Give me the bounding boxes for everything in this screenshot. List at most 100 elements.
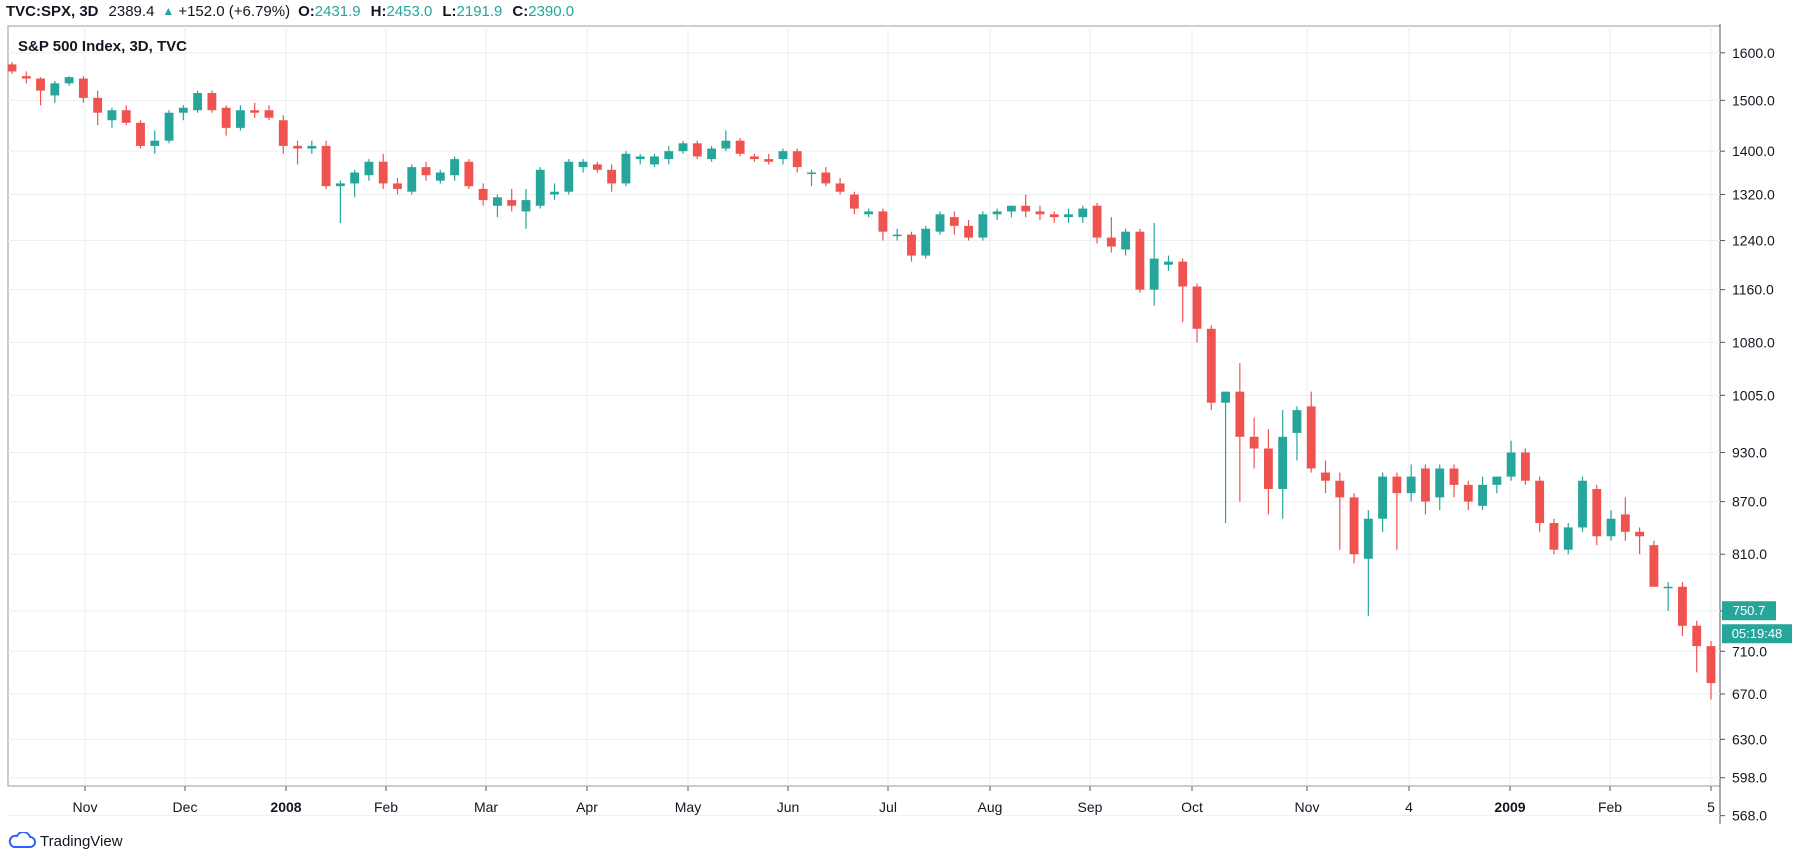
candle-down <box>764 159 774 162</box>
candle-down <box>749 156 759 160</box>
price-change: +152.0 (+6.79%) <box>178 2 291 20</box>
candle-down <box>1035 211 1045 215</box>
x-tick-label: Feb <box>374 799 398 815</box>
candle-up <box>1121 231 1131 250</box>
up-triangle-icon: ▲ <box>162 4 175 18</box>
candle-down <box>1335 480 1345 498</box>
candle-up <box>550 191 559 195</box>
candle-up <box>450 159 460 176</box>
candle-up <box>521 200 531 212</box>
candle-up <box>1492 476 1502 485</box>
countdown-label: 05:19:48 <box>1732 626 1783 641</box>
symbol-label[interactable]: TVC:SPX, 3D <box>6 2 99 20</box>
y-tick-label: 710.0 <box>1732 643 1767 659</box>
y-tick-label: 1600.0 <box>1732 45 1775 61</box>
candle-up <box>1506 452 1516 477</box>
candle-up <box>864 211 874 215</box>
high-value: 2453.0 <box>386 2 433 20</box>
y-tick-label: 670.0 <box>1732 686 1767 702</box>
y-tick-label: 630.0 <box>1732 731 1767 747</box>
candle-down <box>821 172 831 184</box>
candle-up <box>564 161 574 192</box>
y-tick-label: 568.0 <box>1732 808 1767 824</box>
candle-down <box>607 169 617 184</box>
candle-up <box>1363 518 1373 559</box>
candle-down <box>207 93 217 111</box>
candle-down <box>1235 391 1245 437</box>
candle-up <box>707 148 717 160</box>
x-tick-label: Mar <box>474 799 498 815</box>
candle-down <box>1192 286 1202 329</box>
tradingview-logo[interactable]: TradingView <box>6 832 123 850</box>
candle-up <box>978 214 988 238</box>
candle-down <box>1449 468 1459 485</box>
high-label: H: <box>370 2 387 20</box>
candle-up <box>1164 261 1173 265</box>
candle-down <box>1249 436 1259 449</box>
candle-up <box>1606 518 1616 537</box>
close-value: 2390.0 <box>528 2 575 20</box>
candle-down <box>1135 231 1145 290</box>
last-price: 2389.4 <box>108 2 155 20</box>
candle-up <box>892 234 902 237</box>
candle-up <box>621 153 631 184</box>
x-tick-label: Aug <box>978 799 1003 815</box>
candle-down <box>1706 646 1716 684</box>
candle-down <box>393 183 402 189</box>
x-tick-label: Oct <box>1181 799 1203 815</box>
candle-down <box>835 183 845 192</box>
candle-down <box>221 107 231 128</box>
candle-down <box>1206 328 1216 403</box>
candle-up <box>1292 410 1302 433</box>
y-tick-label: 598.0 <box>1732 770 1767 786</box>
x-tick-label: Nov <box>73 799 98 815</box>
y-tick-label: 930.0 <box>1732 444 1767 460</box>
candle-up <box>150 140 160 146</box>
candle-down <box>36 78 45 91</box>
candle-down <box>592 164 602 170</box>
y-tick-label: 1240.0 <box>1732 233 1775 249</box>
candle-up <box>1149 258 1159 290</box>
candle-up <box>1278 436 1288 489</box>
candle-down <box>1349 497 1359 555</box>
candle-down <box>735 140 745 154</box>
y-tick-label: 1080.0 <box>1732 334 1775 350</box>
last-price-label: 750.7 <box>1733 603 1766 618</box>
candle-up <box>635 156 645 160</box>
candle-up <box>1078 208 1088 218</box>
candle-down <box>1321 472 1330 481</box>
candle-up <box>1006 205 1016 212</box>
candle-down <box>293 145 302 149</box>
candle-down <box>1306 406 1316 469</box>
candle-up <box>1578 480 1587 528</box>
candle-up <box>935 214 945 232</box>
candle-up <box>407 167 417 192</box>
y-tick-label: 1160.0 <box>1732 282 1774 298</box>
x-tick-label: Apr <box>576 799 598 815</box>
candle-down <box>1263 448 1273 489</box>
open-label: O: <box>298 2 315 20</box>
y-tick-label: 870.0 <box>1732 494 1767 510</box>
y-tick-label: 810.0 <box>1732 546 1767 562</box>
x-tick-label: Dec <box>173 799 198 815</box>
x-tick-label: 2009 <box>1494 799 1525 815</box>
candle-down <box>250 110 260 113</box>
candle-up <box>535 169 545 206</box>
candle-down <box>1649 545 1659 587</box>
candle-up <box>107 110 117 121</box>
candle-down <box>1620 514 1630 532</box>
candlestick-chart[interactable]: 568.0598.0630.0670.0710.0750.0810.0870.0… <box>0 24 1804 824</box>
candle-down <box>964 225 974 238</box>
candle-up <box>493 197 502 206</box>
candle-down <box>1692 625 1702 647</box>
candle-down <box>93 97 103 113</box>
candle-down <box>278 120 288 146</box>
candle-up <box>807 172 816 175</box>
candle-down <box>1592 488 1602 537</box>
candle-down <box>1463 484 1473 502</box>
candle-up <box>1378 476 1388 519</box>
candle-up <box>921 228 931 256</box>
candle-up <box>435 172 445 181</box>
candle-up <box>1478 484 1487 506</box>
y-tick-label: 1500.0 <box>1732 92 1775 108</box>
